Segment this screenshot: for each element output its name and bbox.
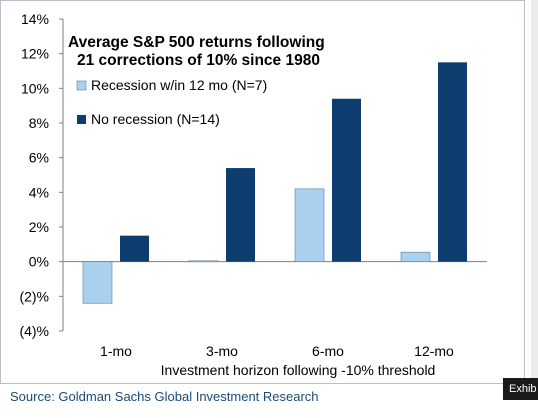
exhibit-tab[interactable]: Exhib [503,378,538,400]
bar-6-mo-series-2 [332,98,361,262]
legend: Recession w/in 12 mo (N=7) No recession (… [76,77,267,127]
bar-6-mo-series-1 [294,188,325,262]
x-tick-label: 3-mo [206,343,238,359]
y-tick-label: 10% [21,80,49,96]
legend-label: Recession w/in 12 mo (N=7) [91,77,267,93]
bar-1-mo-series-2 [120,235,149,262]
x-tick-label: 1-mo [100,343,132,359]
chart-frame [0,0,525,384]
y-tick-label: 0% [29,254,49,270]
legend-swatch [76,80,87,91]
bar-1-mo-series-1 [82,261,113,304]
x-tick-label: 12-mo [414,343,454,359]
legend-swatch [77,115,86,124]
x-axis-label: Investment horizon following -10% thresh… [161,362,436,378]
page-edge [531,0,538,378]
chart: (4)% (2)% 0% 2% 4% 6% 8% 10% 12% 14% 1-mo 3-mo 6-mo 1… [19,11,487,378]
x-tick-label: 6-mo [312,343,344,359]
y-tick-label: 4% [29,184,49,200]
y-tick-label: 12% [21,46,49,62]
bar-12-mo-series-2 [438,62,467,262]
y-tick-label: 14% [21,11,49,27]
bar-3-mo-series-2 [226,168,255,262]
chart-title-line-1: Average S&P 500 returns following [68,34,325,51]
bar-3-mo-series-1 [188,260,219,263]
chart-title-line-2: 21 corrections of 10% since 1980 [77,52,320,69]
y-tick-label: (2)% [19,288,49,304]
y-tick-label: 6% [29,150,49,166]
y-tick-label: (4)% [19,323,49,339]
y-tick-label: 2% [29,219,49,235]
legend-label: No recession (N=14) [91,111,220,127]
source-note: Source: Goldman Sachs Global Investment … [10,389,319,404]
bar-12-mo-series-1 [400,251,431,262]
labels: (4)% (2)% 0% 2% 4% 6% 8% 10% 12% 14% 1-mo 3-mo 6-mo 1… [19,11,454,359]
y-tick-label: 8% [29,115,49,131]
bars [82,62,467,304]
